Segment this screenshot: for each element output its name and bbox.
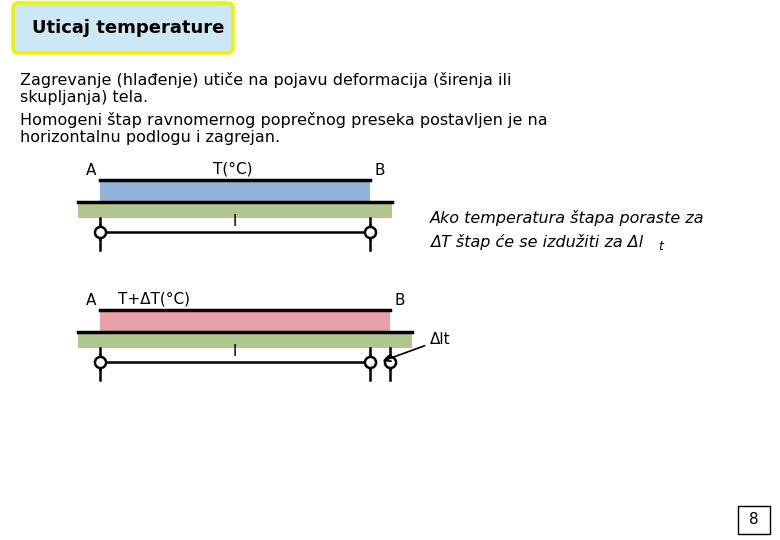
Text: t: t bbox=[658, 240, 663, 253]
Text: B: B bbox=[394, 293, 405, 308]
Text: Homogeni štap ravnomernog poprečnog preseka postavljen je na: Homogeni štap ravnomernog poprečnog pres… bbox=[20, 112, 548, 128]
Text: Ako temperatura štapa poraste za: Ako temperatura štapa poraste za bbox=[430, 210, 704, 226]
Bar bbox=[78, 332, 412, 348]
Bar bbox=[100, 310, 390, 332]
Text: Uticaj temperature: Uticaj temperature bbox=[32, 19, 225, 37]
Text: l: l bbox=[233, 344, 237, 359]
Text: l: l bbox=[233, 214, 237, 229]
Bar bbox=[78, 202, 392, 218]
Text: 8: 8 bbox=[749, 512, 759, 528]
Text: ΔT štap će se izdužiti za Δl: ΔT štap će se izdužiti za Δl bbox=[430, 234, 644, 250]
Text: horizontalnu podlogu i zagrejan.: horizontalnu podlogu i zagrejan. bbox=[20, 130, 280, 145]
Text: Zagrevanje (hlađenje) utiče na pojavu deformacija (širenja ili: Zagrevanje (hlađenje) utiče na pojavu de… bbox=[20, 72, 512, 88]
Bar bbox=[100, 180, 370, 202]
Text: B: B bbox=[374, 163, 385, 178]
Text: A: A bbox=[86, 293, 96, 308]
Text: T+ΔT(°C): T+ΔT(°C) bbox=[118, 291, 190, 306]
Text: skupljanja) tela.: skupljanja) tela. bbox=[20, 90, 148, 105]
Text: Δlt: Δlt bbox=[385, 333, 451, 361]
Text: A: A bbox=[86, 163, 96, 178]
FancyBboxPatch shape bbox=[13, 3, 233, 53]
Text: T(°C): T(°C) bbox=[214, 161, 253, 176]
FancyBboxPatch shape bbox=[738, 506, 770, 534]
